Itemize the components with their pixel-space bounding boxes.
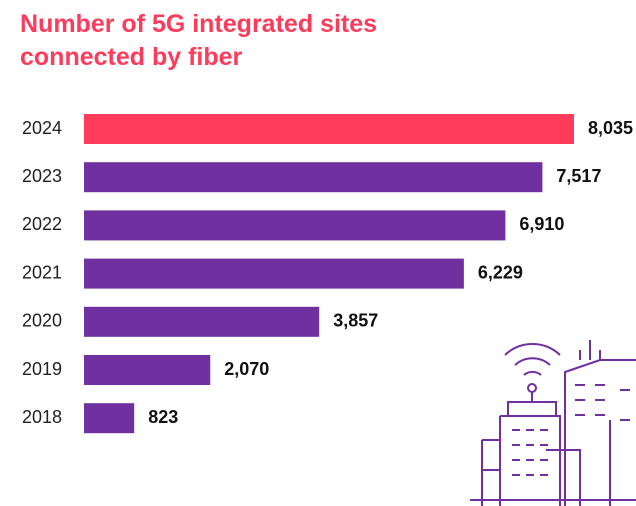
value-label: 7,517: [556, 166, 601, 186]
chart: 2024 8,035 2023 7,517 2022 6,910 2021 6,229 2020…: [0, 0, 636, 506]
y-tick-label: 2018: [22, 407, 62, 427]
bar: [84, 355, 210, 385]
value-label: 823: [148, 407, 178, 427]
bar: [84, 210, 505, 240]
bar: [84, 259, 464, 289]
page: Number of 5G integrated sites connected …: [0, 0, 636, 506]
y-tick-label: 2022: [22, 214, 62, 234]
bar: [84, 162, 542, 192]
bar: [84, 114, 574, 144]
y-tick-label: 2023: [22, 166, 62, 186]
value-label: 6,229: [478, 262, 523, 282]
value-label: 6,910: [519, 214, 564, 234]
bar: [84, 403, 134, 433]
bar: [84, 307, 319, 337]
building-icon: [470, 340, 636, 506]
value-label: 3,857: [333, 311, 378, 331]
y-tick-label: 2020: [22, 311, 62, 331]
y-tick-label: 2019: [22, 359, 62, 379]
y-tick-label: 2024: [22, 118, 62, 138]
value-label: 2,070: [224, 359, 269, 379]
value-label: 8,035: [588, 118, 633, 138]
y-tick-label: 2021: [22, 262, 62, 282]
